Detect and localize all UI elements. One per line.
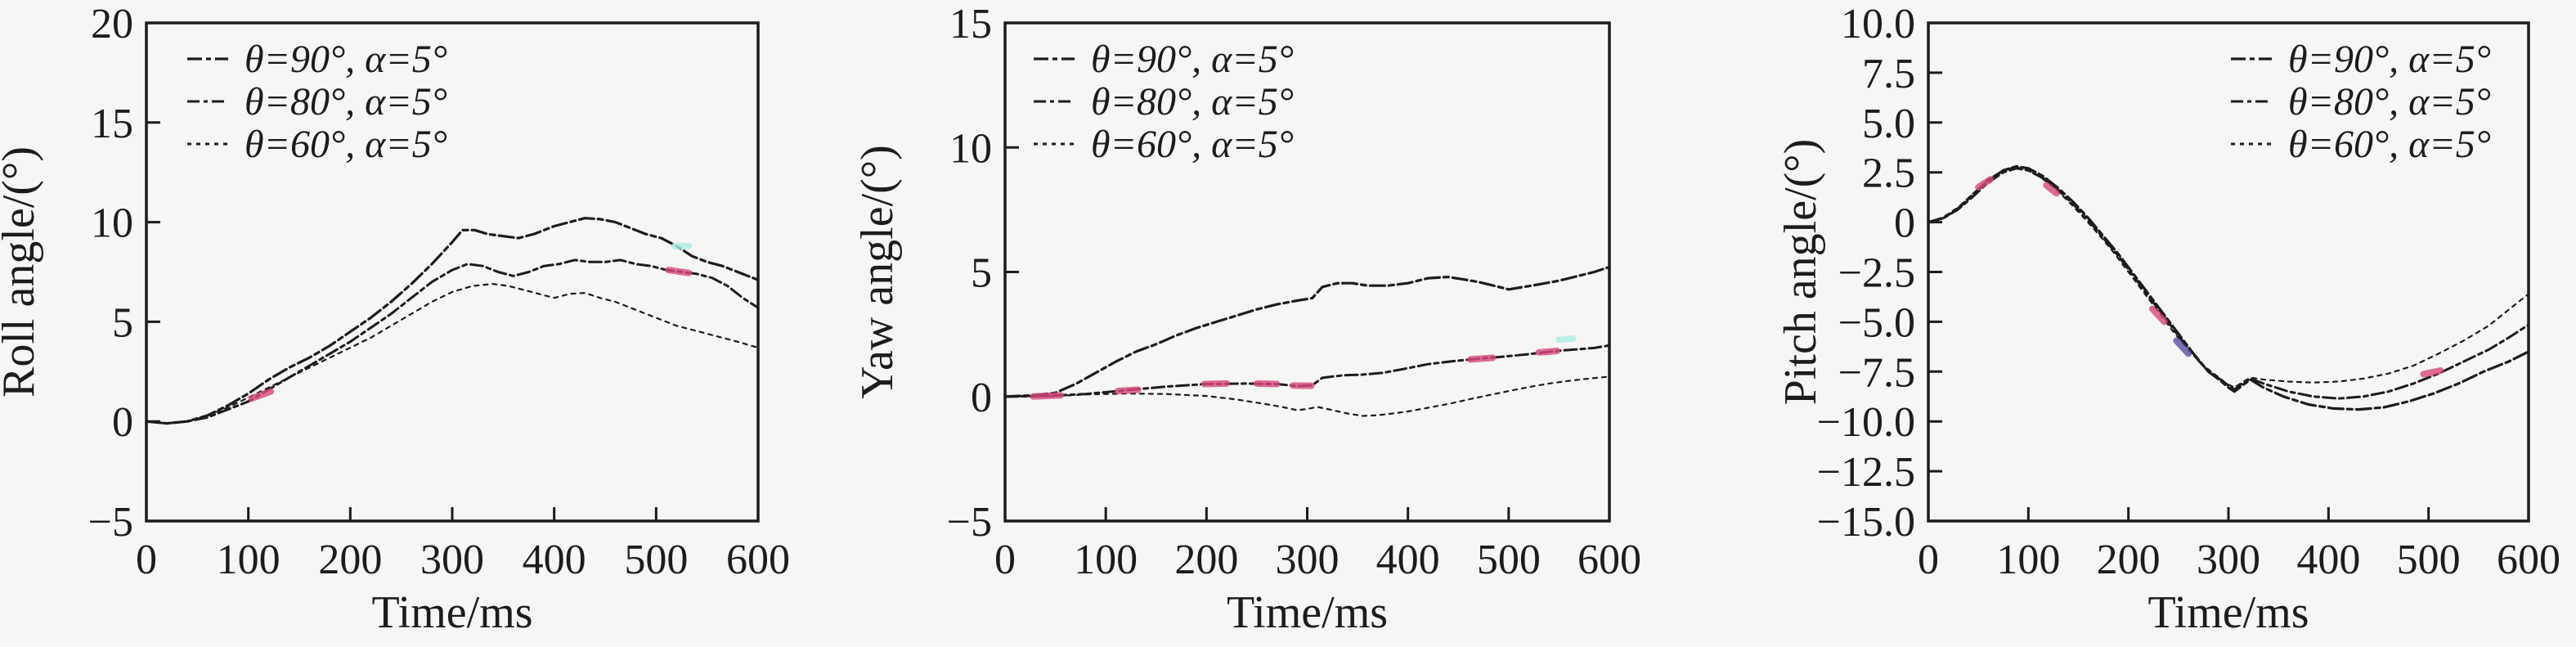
panel-pitch-angle: 10.0 7.5 5.0 2.5 0 −2.5 −5.0 −7.5 −10.0 −12.5 −15.… bbox=[1717, 0, 2576, 647]
accent-dash-cyan bbox=[1555, 335, 1577, 344]
y-tick-label: −15.0 bbox=[1817, 499, 1915, 546]
series-line-0 bbox=[145, 217, 760, 425]
legend-label-2: θ=60°, α=5° bbox=[1091, 123, 1294, 166]
x-tick-label: 200 bbox=[2097, 537, 2161, 583]
y-tick-label: 7.5 bbox=[1862, 51, 1915, 97]
y-tick-label: 15 bbox=[949, 1, 992, 47]
x-tick-label: 400 bbox=[523, 537, 586, 583]
y-tick-label: 10.0 bbox=[1841, 1, 1915, 47]
x-tick-label: 200 bbox=[1174, 537, 1238, 583]
pitch-angle-chart: 10.07.55.02.50−2.5−5.0−7.5−10.0−12.5−15.… bbox=[1775, 1, 2560, 638]
x-tick-label: 400 bbox=[1376, 537, 1440, 583]
x-tick-label: 0 bbox=[136, 537, 157, 583]
y-axis-label: Yaw angle/(°) bbox=[859, 145, 903, 399]
y-tick-label: −5 bbox=[947, 499, 992, 546]
x-tick-label: 500 bbox=[2397, 537, 2461, 583]
x-tick-label: 100 bbox=[1996, 537, 2060, 583]
y-tick-label: 5.0 bbox=[1862, 101, 1915, 147]
x-tick-label: 500 bbox=[1477, 537, 1541, 583]
y-tick-label: 10 bbox=[91, 200, 133, 247]
series-line-1 bbox=[1003, 344, 1611, 398]
x-tick-label: 300 bbox=[2197, 537, 2260, 583]
x-axis-label: Time/ms bbox=[371, 587, 532, 638]
accent-dash-red bbox=[1535, 348, 1560, 356]
accent-dash-blue bbox=[2173, 337, 2192, 357]
y-tick-label: −12.5 bbox=[1817, 449, 1915, 496]
series-line-0 bbox=[1003, 265, 1611, 398]
y-tick-label: 5 bbox=[112, 299, 133, 346]
x-tick-label: 100 bbox=[217, 537, 280, 583]
x-tick-label: 100 bbox=[1074, 537, 1138, 583]
y-tick-label: 2.5 bbox=[1862, 151, 1915, 197]
x-axis-label: Time/ms bbox=[2147, 587, 2309, 638]
accent-dash-red bbox=[2420, 367, 2444, 378]
panel-yaw-angle: 15 10 5 0 −5 0 100 200 300 400 500 600 Yaw angle/(°)… bbox=[859, 0, 1717, 647]
series-line-2 bbox=[1927, 166, 2530, 389]
y-tick-label: −2.5 bbox=[1838, 250, 1915, 297]
x-tick-label: 600 bbox=[1577, 537, 1641, 583]
x-tick-label: 500 bbox=[624, 537, 688, 583]
x-tick-label: 400 bbox=[2296, 537, 2360, 583]
y-axis-label: Pitch angle/(°) bbox=[1775, 139, 1826, 406]
x-tick-label: 600 bbox=[726, 537, 790, 583]
legend-label-0: θ=90°, α=5° bbox=[1091, 38, 1294, 81]
y-tick-label: −10.0 bbox=[1817, 399, 1915, 446]
y-axis-label: Roll angle/(°) bbox=[0, 146, 44, 398]
y-tick-label: −5.0 bbox=[1838, 299, 1915, 346]
accent-dash-red bbox=[2043, 182, 2060, 197]
y-tick-label: 10 bbox=[949, 125, 992, 172]
x-tick-label: 0 bbox=[1918, 537, 1939, 583]
y-tick-label: −5 bbox=[88, 499, 133, 546]
legend-label-0: θ=90°, α=5° bbox=[2288, 38, 2491, 81]
accent-dash-red bbox=[1975, 176, 1994, 191]
legend-label-1: θ=80°, α=5° bbox=[2288, 80, 2491, 124]
series-line-2 bbox=[1003, 375, 1611, 417]
x-tick-label: 200 bbox=[318, 537, 382, 583]
legend-label-0: θ=90°, α=5° bbox=[245, 38, 447, 81]
legend-label-2: θ=60°, α=5° bbox=[245, 123, 447, 166]
x-tick-label: 0 bbox=[994, 537, 1016, 583]
legend-label-2: θ=60°, α=5° bbox=[2288, 123, 2491, 166]
y-tick-label: 20 bbox=[91, 1, 133, 47]
x-axis-label: Time/ms bbox=[1227, 587, 1388, 638]
panel-roll-angle: 20 15 10 5 0 −5 0 100 200 300 400 500 600 Roll angle/… bbox=[0, 0, 859, 647]
legend-label-1: θ=80°, α=5° bbox=[245, 80, 447, 124]
accent-dash-red bbox=[665, 267, 693, 276]
legend-label-1: θ=80°, α=5° bbox=[1091, 80, 1294, 124]
y-tick-label: 0 bbox=[1894, 200, 1915, 247]
y-tick-label: −7.5 bbox=[1838, 349, 1915, 396]
x-tick-label: 300 bbox=[1276, 537, 1340, 583]
x-tick-label: 600 bbox=[2497, 537, 2560, 583]
series-line-1 bbox=[1927, 167, 2530, 400]
y-tick-label: 0 bbox=[112, 399, 133, 446]
y-tick-label: 0 bbox=[971, 375, 992, 421]
x-tick-label: 300 bbox=[420, 537, 484, 583]
y-tick-label: 15 bbox=[91, 101, 133, 147]
series-line-0 bbox=[1927, 164, 2530, 411]
accent-dash-red bbox=[1467, 354, 1497, 363]
accent-dash-red bbox=[1030, 392, 1064, 400]
accent-dash-red bbox=[248, 388, 275, 402]
series-line-2 bbox=[145, 283, 760, 425]
accent-dash-red bbox=[2149, 305, 2168, 326]
y-tick-label: 5 bbox=[971, 250, 992, 297]
accent-dash-red bbox=[1114, 386, 1142, 395]
